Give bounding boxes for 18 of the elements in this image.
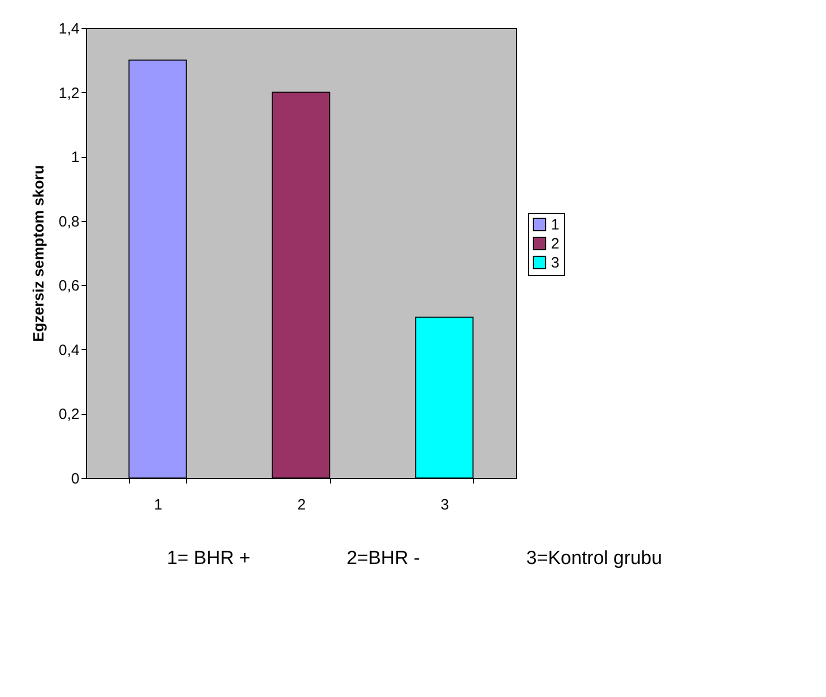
legend-label: 2 [551, 236, 560, 252]
x-tick-label: 3 [440, 496, 450, 514]
y-tick-label: 0,2 [58, 406, 80, 424]
y-tick-label: 0,8 [58, 213, 80, 230]
y-tick-label: 0 [71, 470, 80, 488]
y-tick-label: 1,4 [58, 20, 80, 38]
y-axis-title: Egzersiz semptom skoru [30, 165, 48, 342]
legend-label: 3 [551, 254, 560, 272]
y-tick-label: 1 [71, 149, 80, 166]
y-tick-label: 1,2 [58, 84, 80, 102]
text: 1= BHR + [166, 548, 250, 569]
x-tick-label: 1 [154, 496, 162, 514]
text: 2=BHR - [346, 548, 420, 569]
y-tick-label: 0,6 [58, 278, 80, 295]
x-tick-label: 2 [297, 496, 306, 514]
y-tick-label: 0,4 [58, 342, 80, 359]
legend-label: 1 [551, 216, 560, 234]
text: 3=Kontrol grubu [526, 548, 662, 569]
